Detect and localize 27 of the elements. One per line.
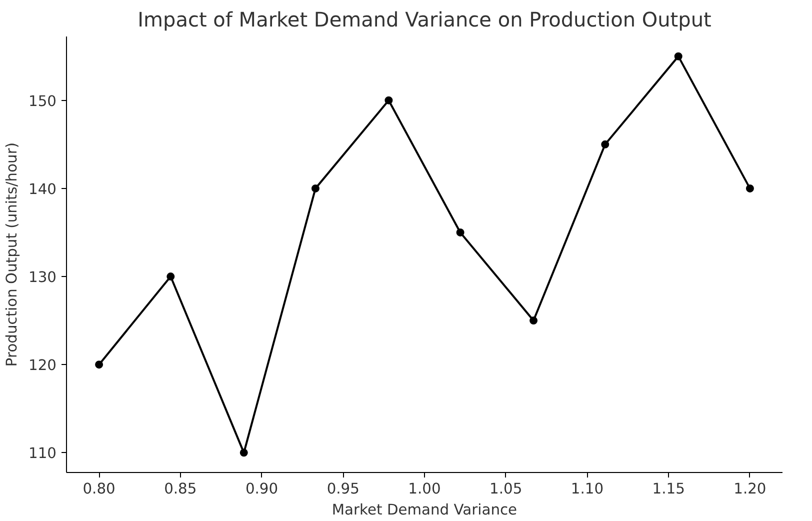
point xyxy=(311,184,320,192)
point xyxy=(240,448,248,457)
y-tick-label: 120 xyxy=(28,357,57,374)
y-tick-label: 150 xyxy=(28,92,57,110)
point xyxy=(95,360,104,369)
x-tick-label: 1.15 xyxy=(652,480,685,498)
x-tick-label: 0.85 xyxy=(164,480,197,498)
x-tick-label: 1.10 xyxy=(570,480,604,498)
y-tick-label: 140 xyxy=(28,180,57,198)
y-axis-title: Production Output (units/hour) xyxy=(4,142,21,367)
x-tick-label: 0.80 xyxy=(82,480,116,498)
x-tick-label: 1.00 xyxy=(408,480,441,498)
point xyxy=(456,228,464,236)
point xyxy=(674,52,682,60)
chart-title: Impact of Market Demand Variance on Production Output xyxy=(138,8,712,32)
point xyxy=(601,140,610,148)
x-tick-label: 1.05 xyxy=(490,480,522,498)
point xyxy=(530,316,538,325)
y-tick-label: 130 xyxy=(28,269,57,286)
y-tick-label: 110 xyxy=(28,445,57,462)
x-tick-label: 1.20 xyxy=(734,480,766,498)
point xyxy=(746,184,754,192)
x-tick-label: 0.95 xyxy=(326,480,360,498)
x-axis-title: Market Demand Variance xyxy=(332,502,518,518)
x-tick-label: 0.90 xyxy=(245,480,278,498)
point xyxy=(166,272,175,281)
point xyxy=(384,96,393,104)
